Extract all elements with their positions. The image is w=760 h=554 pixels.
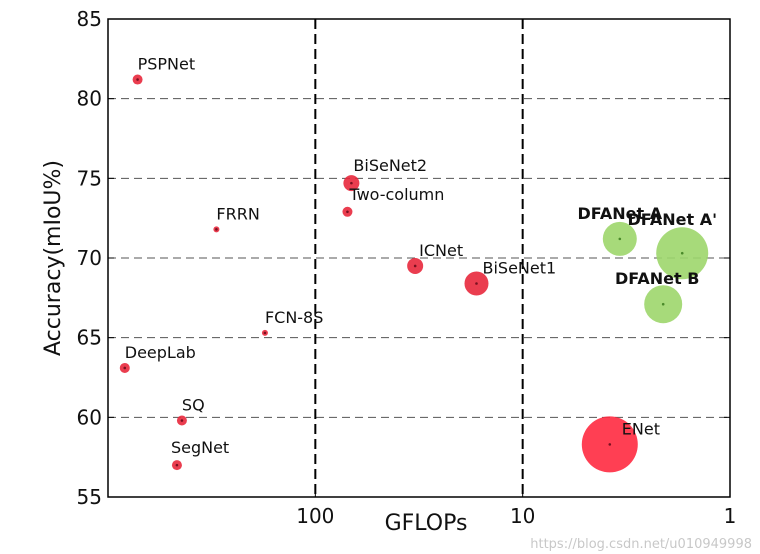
point-center-bisenet2 xyxy=(350,181,353,185)
point-center-enet xyxy=(608,443,612,446)
points-layer xyxy=(119,74,709,473)
point-center-two-column xyxy=(346,210,349,214)
watermark-text: https://blog.csdn.net/u010949998 xyxy=(530,537,752,552)
label-frrn: FRRN xyxy=(216,204,259,223)
label-fcn-8s: FCN-8S xyxy=(265,308,323,327)
x-tick-label: 1 xyxy=(724,504,737,528)
label-two-column: Two-column xyxy=(348,185,444,204)
label-sq: SQ xyxy=(182,396,205,415)
label-pspnet: PSPNet xyxy=(138,55,196,74)
x-tick-label: 100 xyxy=(296,504,334,528)
label-dfanet-b: DFANet B xyxy=(615,269,699,288)
label-segnet: SegNet xyxy=(171,438,229,457)
label-enet: ENet xyxy=(622,419,660,438)
point-center-pspnet xyxy=(136,78,139,81)
point-center-icnet xyxy=(413,264,417,268)
x-axis-title: GFLOPs xyxy=(385,511,468,536)
label-bisenet1: BiSeNet1 xyxy=(482,258,556,277)
y-tick-label: 70 xyxy=(77,246,102,270)
point-center-bisenet1 xyxy=(475,282,478,285)
label-dfanet-a: DFANet A xyxy=(578,204,663,223)
label-deeplab: DeepLab xyxy=(125,343,196,362)
y-axis-title: Accuracy(mIoU%) xyxy=(41,160,66,356)
y-tick-label: 60 xyxy=(77,405,102,429)
x-axis-ticks: 100 10 1 xyxy=(296,491,736,528)
labels-layer: PSPNet FRRN FCN-8S DeepLab SQ SegNet BiSeNet2 T… xyxy=(125,55,717,458)
point-center-dfanet-b xyxy=(661,302,665,306)
y-tick-label: 80 xyxy=(77,87,102,111)
y-axis-ticks: 55 60 65 70 75 80 85 xyxy=(77,7,730,509)
label-dfanet-a: DFANet A' xyxy=(627,210,717,229)
point-center-sq xyxy=(180,419,184,422)
grid-layer xyxy=(108,19,730,497)
point-center-dfanet-a xyxy=(618,237,622,241)
label-icnet: ICNet xyxy=(419,241,463,260)
label-bisenet2: BiSeNet2 xyxy=(353,156,427,175)
y-tick-label: 85 xyxy=(77,7,102,31)
point-center-segnet xyxy=(175,463,179,467)
point-center-frrn xyxy=(215,228,218,231)
x-tick-label: 10 xyxy=(510,504,535,528)
y-tick-label: 75 xyxy=(77,166,102,190)
y-tick-label: 55 xyxy=(77,485,102,509)
y-tick-label: 65 xyxy=(77,326,102,350)
point-center-dfanet-a xyxy=(680,251,684,255)
point-center-deeplab xyxy=(123,366,127,370)
point-center-fcn-8s xyxy=(263,331,267,335)
